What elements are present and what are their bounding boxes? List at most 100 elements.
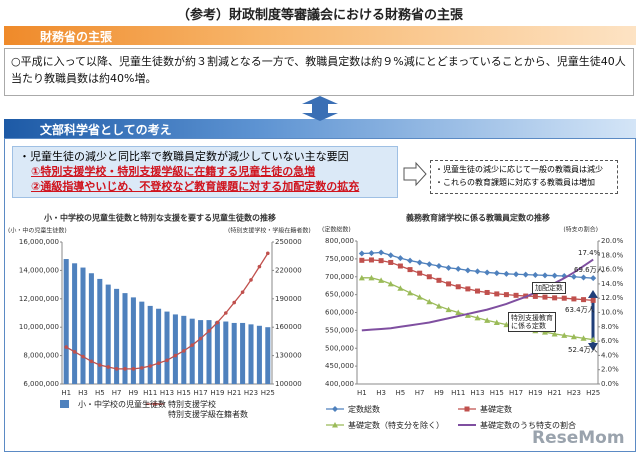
marker bbox=[156, 361, 161, 365]
marker bbox=[435, 303, 442, 309]
marker bbox=[417, 270, 423, 276]
legend-entry: 基礎定数（特支分を除く） bbox=[348, 421, 444, 430]
bar bbox=[248, 324, 254, 384]
marker bbox=[358, 274, 365, 281]
y2-axis-label: (特別支援学校・学級在籍者数) bbox=[228, 227, 311, 235]
x-tick-label: H17 bbox=[194, 389, 208, 397]
legend-entry: 小・中学校の児童生徒数 bbox=[78, 400, 166, 409]
claim-box: ○平成に入って以降、児童生徒数が約３割減となる一方で、教職員定数は約９%減にとど… bbox=[4, 48, 634, 96]
y2-tick-label: 10.0% bbox=[601, 309, 624, 317]
chart-title: 義務教育諸学校に係る教職員定数の推移 bbox=[406, 213, 550, 223]
marker bbox=[72, 350, 77, 354]
marker bbox=[387, 280, 394, 287]
marker bbox=[474, 314, 481, 321]
note-box: ・児童生徒の減少に応じて一般の教職員は減少 ・これらの教育課題に対応する教職員は… bbox=[430, 160, 618, 194]
bar bbox=[114, 288, 120, 384]
marker bbox=[571, 296, 577, 302]
marker bbox=[493, 270, 500, 277]
marker bbox=[474, 268, 481, 275]
x-tick-label: H5 bbox=[95, 389, 105, 397]
marker bbox=[465, 286, 471, 292]
marker bbox=[446, 281, 452, 287]
marker bbox=[532, 293, 538, 299]
marker bbox=[359, 257, 365, 263]
legend-swatch bbox=[60, 400, 69, 408]
y2-tick-label: 160000 bbox=[275, 323, 302, 331]
x-tick-label: H23 bbox=[244, 389, 258, 397]
x-tick-label: H11 bbox=[143, 389, 157, 397]
marker bbox=[378, 277, 385, 283]
y2-tick-label: 4.0% bbox=[601, 351, 619, 359]
y-tick-label: 10,000,000 bbox=[19, 323, 59, 331]
marker bbox=[561, 332, 568, 338]
legend-entry: 基礎定数 bbox=[480, 405, 512, 414]
marker bbox=[224, 311, 228, 315]
marker bbox=[123, 367, 127, 371]
marker bbox=[378, 258, 384, 264]
y2-axis-label: (特支の割合) bbox=[563, 226, 598, 234]
y2-tick-label: 20.0% bbox=[601, 237, 624, 245]
bar bbox=[156, 308, 162, 384]
y-tick-label: 400,000 bbox=[325, 380, 354, 388]
marker bbox=[397, 263, 403, 269]
marker bbox=[484, 317, 491, 323]
reason-box: ・児童生徒の減少と同比率で教職員定数が減少していない主な要因 ①特別支援学校・特… bbox=[12, 146, 398, 198]
bar bbox=[139, 301, 145, 384]
marker bbox=[426, 298, 433, 305]
marker bbox=[173, 353, 178, 358]
marker bbox=[513, 292, 519, 298]
bar bbox=[63, 259, 69, 384]
y-tick-label: 450,000 bbox=[325, 362, 354, 370]
marker bbox=[407, 257, 414, 264]
double-arrow bbox=[302, 96, 338, 121]
marker bbox=[590, 275, 597, 282]
x-tick-label: H23 bbox=[567, 389, 581, 397]
y2-tick-label: 12.0% bbox=[601, 294, 624, 302]
marker bbox=[484, 269, 491, 276]
marker bbox=[114, 367, 119, 371]
reason-heading: ・児童生徒の減少と同比率で教職員定数が減少していない主な要因 bbox=[19, 150, 349, 163]
arrow-head bbox=[588, 343, 598, 351]
y-axis-label: (定数総数) bbox=[322, 226, 351, 234]
marker bbox=[541, 272, 548, 279]
marker bbox=[388, 259, 394, 265]
x-tick-label: H1 bbox=[61, 389, 71, 397]
marker bbox=[522, 271, 529, 278]
y2-tick-label: 6.0% bbox=[601, 337, 619, 345]
marker bbox=[551, 272, 558, 279]
marker bbox=[445, 264, 452, 271]
arrow-head bbox=[588, 290, 598, 298]
marker bbox=[198, 336, 203, 341]
legend-marker bbox=[464, 406, 470, 412]
y-axis-label: (小・中の児童生徒数) bbox=[8, 227, 67, 235]
arrow-shape bbox=[302, 96, 338, 121]
y-tick-label: 800,000 bbox=[325, 237, 354, 245]
bar bbox=[214, 321, 220, 384]
marker bbox=[416, 294, 423, 300]
note: ・児童生徒の減少に応じて一般の教職員は減少 bbox=[435, 165, 603, 174]
bar bbox=[265, 327, 271, 384]
marker bbox=[397, 285, 404, 291]
annotation: 特別支援教育 に係る定数 bbox=[508, 312, 556, 332]
x-tick-label: H25 bbox=[261, 389, 275, 397]
marker bbox=[581, 297, 587, 303]
x-tick-label: H3 bbox=[376, 389, 386, 397]
bar bbox=[256, 325, 262, 384]
marker bbox=[532, 271, 539, 278]
marker bbox=[435, 263, 442, 270]
y2-tick-label: 18.0% bbox=[601, 251, 624, 259]
marker bbox=[257, 264, 262, 269]
marker bbox=[455, 265, 462, 272]
bar bbox=[223, 321, 229, 384]
legend-entry: 特別支援学校 特別支援学級在籍者数 bbox=[168, 400, 248, 419]
marker bbox=[368, 250, 375, 257]
range-arrow bbox=[588, 290, 598, 351]
marker bbox=[426, 261, 433, 268]
annotation: 加配定数 bbox=[532, 282, 566, 294]
y-tick-label: 16,000,000 bbox=[19, 238, 59, 246]
marker bbox=[368, 257, 374, 263]
y2-tick-label: 190000 bbox=[275, 295, 302, 303]
marker bbox=[542, 294, 548, 300]
y-tick-label: 500,000 bbox=[325, 344, 354, 352]
x-tick-label: H15 bbox=[490, 389, 504, 397]
